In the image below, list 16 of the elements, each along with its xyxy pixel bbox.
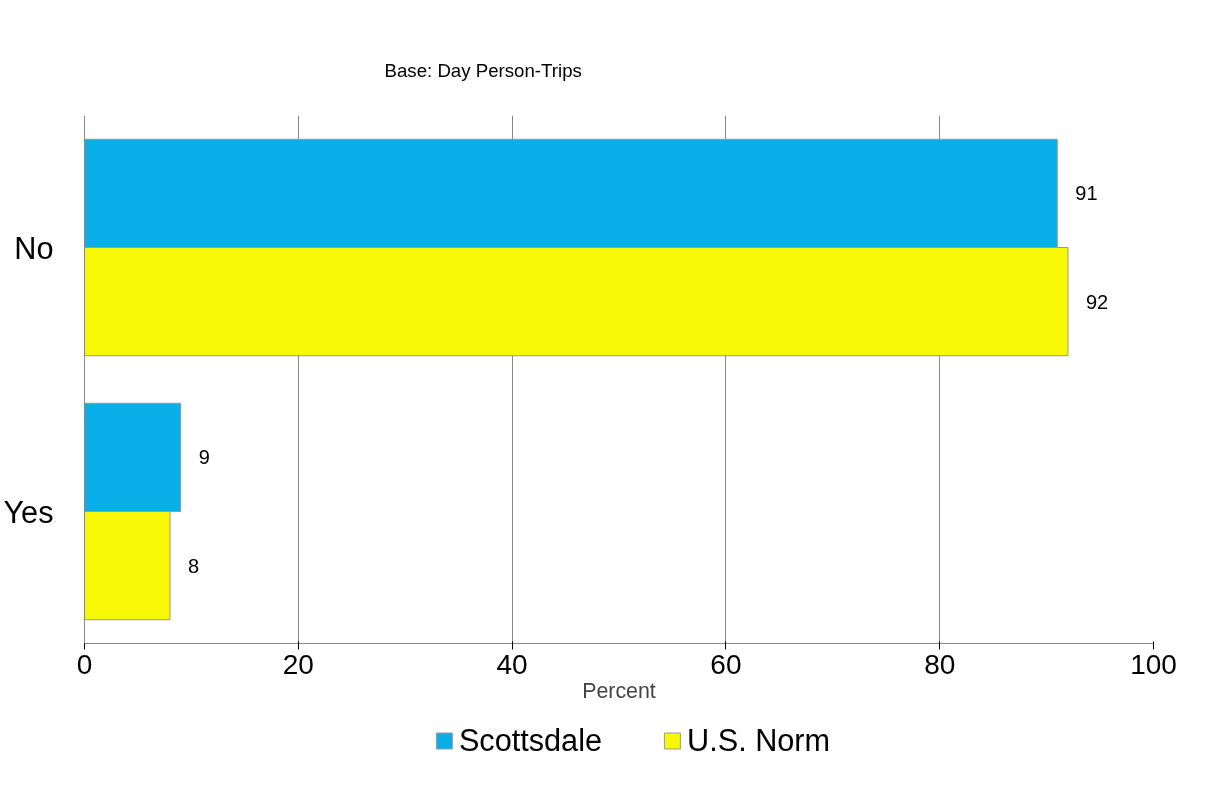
legend-label: Scottsdale	[458, 722, 603, 758]
data-label: 92	[1085, 290, 1109, 313]
x-tick-label: 100	[1130, 648, 1177, 680]
data-label: 91	[1075, 182, 1098, 205]
y-tick-label: No	[14, 230, 54, 265]
x-tick-label: 60	[710, 648, 742, 680]
data-label: 9	[198, 446, 210, 469]
x-tick-label: 40	[496, 648, 528, 680]
y-tick-label: Yes	[3, 494, 54, 529]
x-tick-label: 0	[76, 648, 93, 680]
x-axis-title: Percent	[582, 678, 656, 703]
x-tick-label: 20	[282, 648, 314, 680]
x-tick-label: 80	[924, 648, 956, 680]
legend-label: U.S. Norm	[687, 722, 831, 758]
data-label: 8	[188, 554, 200, 577]
chart-subtitle: Base: Day Person-Trips	[384, 59, 582, 81]
